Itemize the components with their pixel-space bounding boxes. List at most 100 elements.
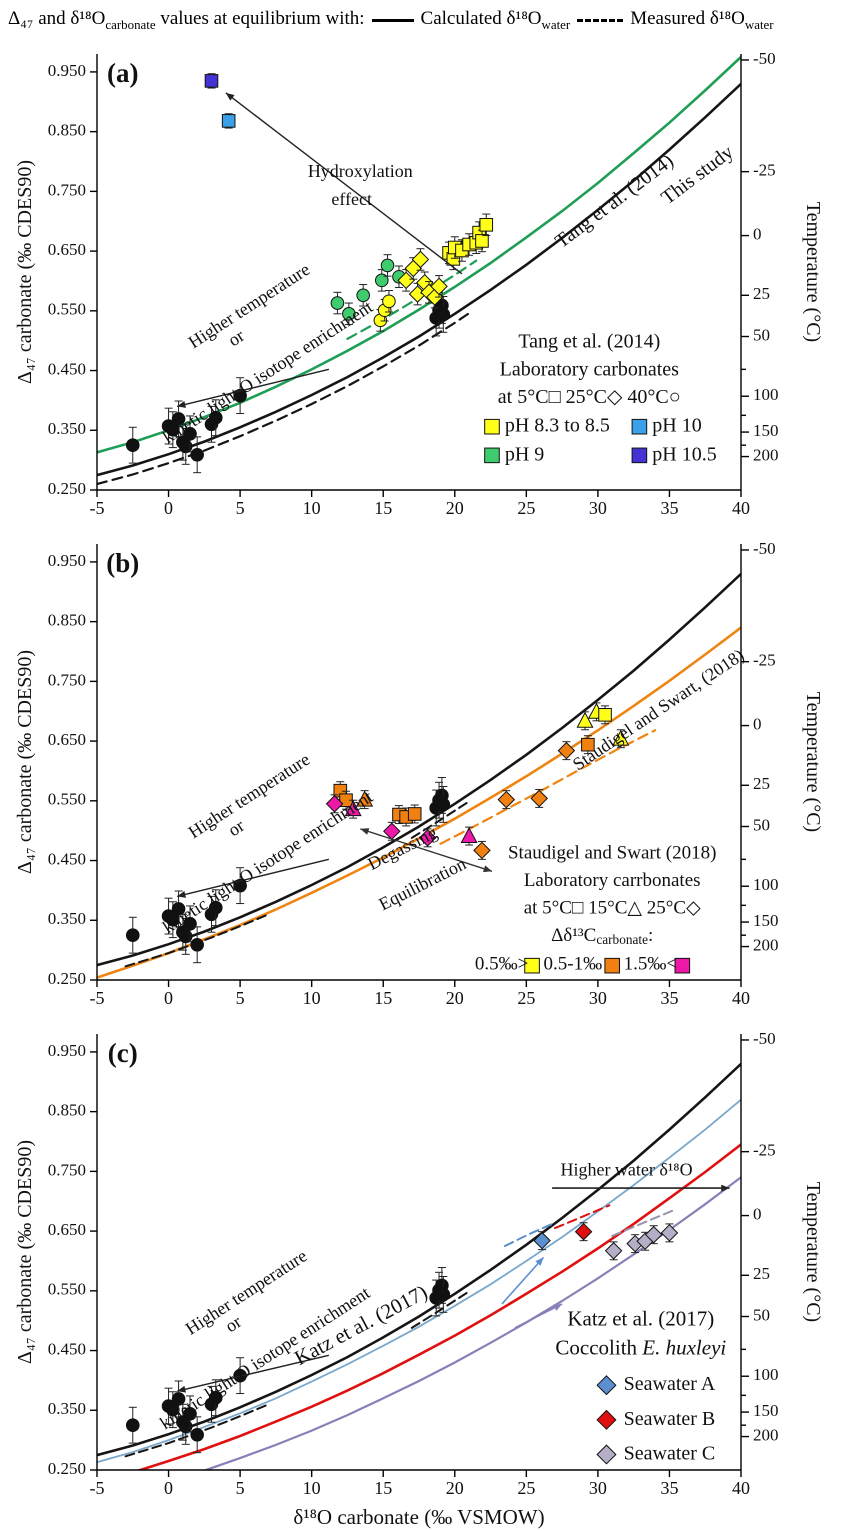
x-tick-label: 30 bbox=[589, 1478, 607, 1498]
series-katz-seawater-c bbox=[604, 1223, 679, 1261]
y-tick-label: 0.450 bbox=[48, 1339, 86, 1358]
x-tick-label: 25 bbox=[517, 988, 535, 1008]
annotation-arrow bbox=[176, 858, 330, 898]
x-tick-label: 20 bbox=[446, 1478, 464, 1498]
legend-swatch bbox=[596, 1444, 617, 1465]
y-tick-label: 0.450 bbox=[48, 849, 86, 868]
y-tick-label: 0.750 bbox=[48, 180, 86, 199]
annotation-text: pH 8.3 to 8.5 bbox=[505, 414, 610, 436]
curve-seawater-c-measured bbox=[611, 1208, 677, 1237]
temp-tick-label: 0 bbox=[753, 1204, 762, 1223]
y-tick-label: 0.250 bbox=[48, 969, 86, 988]
annotation-text: kinetic light O isotope enrichment bbox=[159, 787, 376, 938]
curves bbox=[97, 1062, 741, 1470]
x-tick-label: 40 bbox=[732, 1478, 750, 1498]
x-tick-label: 5 bbox=[236, 988, 245, 1008]
annotation-text: Hydroxylation bbox=[308, 161, 413, 181]
curve-this-study bbox=[97, 1062, 741, 1457]
axes: 0.250 0.350 0.450 0.550 0.650 0.750 0.850 0.950… bbox=[48, 49, 779, 518]
series-tang-ph8-40C bbox=[373, 290, 396, 332]
curve-seawater-a-eq bbox=[97, 1098, 741, 1464]
annotation-text: Higher water δ¹⁸O bbox=[560, 1159, 692, 1179]
series-ss-mid-triangles bbox=[356, 790, 374, 810]
dashed-line-label: Measured δ¹⁸Owater bbox=[630, 7, 774, 32]
temp-tick-label: 50 bbox=[753, 815, 770, 834]
temp-tick-label: -50 bbox=[753, 1029, 776, 1048]
curve-katz-2017 bbox=[136, 1143, 741, 1470]
curves bbox=[97, 572, 741, 979]
x-tick-label: 0 bbox=[164, 498, 173, 518]
x-tick-label: 20 bbox=[446, 988, 464, 1008]
curve-this-study-measured bbox=[97, 312, 471, 486]
annotation-text: (c) bbox=[108, 1038, 138, 1068]
curve-tang-2014 bbox=[97, 55, 741, 454]
temp-tick-label: 0 bbox=[753, 224, 762, 243]
annotation-text: (b) bbox=[106, 548, 139, 578]
temp-tick-label: -50 bbox=[753, 539, 776, 558]
annotation-text: Coccolith E. huxleyi bbox=[555, 1335, 726, 1359]
temp-tick-label: 200 bbox=[753, 445, 779, 464]
x-tick-label: 35 bbox=[660, 1478, 678, 1498]
y-axis-title: Δ₄₇ carbonate (‰ CDES90) bbox=[14, 650, 36, 874]
y-axis-title: Δ₄₇ carbonate (‰ CDES90) bbox=[14, 160, 36, 384]
x-tick-label: 5 bbox=[236, 1478, 245, 1498]
series-this-study-points bbox=[125, 1267, 451, 1454]
legend-swatch bbox=[596, 1375, 617, 1396]
x-tick-label: 40 bbox=[732, 498, 750, 518]
temp-axis-title: Temperature (°C) bbox=[802, 202, 824, 342]
legend-swatch bbox=[604, 957, 621, 974]
annotation-text: Laboratory carrbonates bbox=[524, 870, 701, 891]
annotation-text: Laboratory carbonates bbox=[500, 358, 680, 380]
curve-measured-mid bbox=[410, 800, 471, 839]
temp-tick-label: 25 bbox=[753, 284, 770, 303]
annotation-text: Higher temperature bbox=[185, 259, 314, 352]
solid-line-sample bbox=[371, 18, 414, 22]
y-tick-label: 0.650 bbox=[48, 1220, 86, 1239]
y-tick-label: 0.350 bbox=[48, 909, 86, 928]
axes: 0.250 0.350 0.450 0.550 0.650 0.750 0.850 0.950… bbox=[48, 1029, 779, 1498]
temp-tick-label: -25 bbox=[753, 651, 776, 670]
y-axis-title: Δ₄₇ carbonate (‰ CDES90) bbox=[14, 1140, 36, 1364]
series-tang-ph10 bbox=[221, 113, 236, 129]
x-tick-label: 10 bbox=[303, 988, 321, 1008]
curve-this-study bbox=[97, 572, 741, 967]
temp-tick-label: 25 bbox=[753, 774, 770, 793]
x-tick-label: 30 bbox=[589, 988, 607, 1008]
series-tang-ph10-5 bbox=[204, 73, 219, 89]
dashed-line-sample bbox=[577, 18, 624, 22]
x-tick-label: 0 bbox=[164, 1478, 173, 1498]
temp-axis-title: Temperature (°C) bbox=[802, 1182, 824, 1322]
annotation-text: (a) bbox=[107, 58, 138, 88]
panel-a-svg: (a) Hydroxylation effect Higher temperature… bbox=[14, 49, 825, 518]
annotation-text: Δδ¹³Ccarbonate: bbox=[551, 925, 653, 947]
annotation-text: pH 10.5 bbox=[652, 443, 716, 465]
annotation-arrow bbox=[501, 1256, 545, 1305]
annotation-text: 0.5‰> bbox=[475, 954, 528, 975]
y-tick-label: 0.950 bbox=[48, 61, 86, 80]
x-tick-label: 10 bbox=[303, 498, 321, 518]
figure-key: Δ₄₇ and δ¹⁸Ocarbonate values at equilibr… bbox=[0, 0, 844, 38]
y-tick-label: 0.550 bbox=[48, 790, 86, 809]
annotation-text: effect bbox=[331, 189, 372, 209]
temp-axis-title: Temperature (°C) bbox=[802, 692, 824, 832]
annotation-text: 0.5-1‰ bbox=[544, 954, 603, 975]
annotation-arrow bbox=[552, 1184, 730, 1192]
series-ss-low-squares bbox=[598, 705, 612, 725]
legend-swatch bbox=[674, 957, 691, 974]
annotation-text: Seawater A bbox=[624, 1373, 716, 1395]
annotation-text: Tang et al. (2014) bbox=[518, 330, 660, 352]
temp-tick-label: -25 bbox=[753, 161, 776, 180]
curve-staudigel-swart bbox=[97, 626, 741, 979]
temp-tick-label: 50 bbox=[753, 1305, 770, 1324]
axes: 0.250 0.350 0.450 0.550 0.650 0.750 0.850 0.950… bbox=[48, 539, 779, 1008]
series-this-study-points bbox=[125, 777, 451, 964]
temp-tick-label: 0 bbox=[753, 714, 762, 733]
temp-tick-label: 100 bbox=[753, 385, 779, 404]
temp-tick-label: 100 bbox=[753, 875, 779, 894]
annotation-text: kinetic light O isotope enrichment bbox=[156, 1283, 373, 1434]
series-tang-ph8-25C bbox=[397, 248, 448, 309]
x-tick-label: 15 bbox=[374, 1478, 392, 1498]
annotation-arrow bbox=[360, 828, 493, 873]
legend-swatch bbox=[631, 418, 648, 435]
